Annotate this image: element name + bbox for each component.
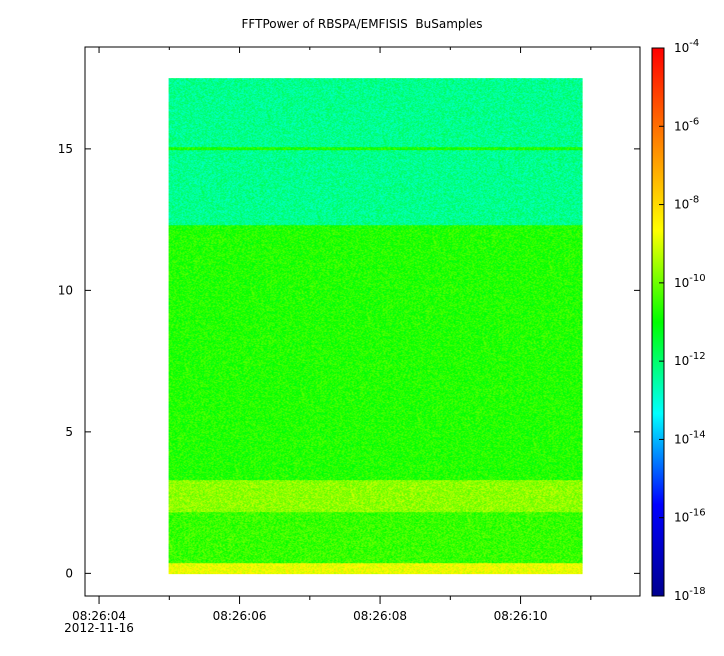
- colorbar: 10-4 10-6 10-8 10-10 10-12 10-14 10-16 10-18: [651, 38, 706, 603]
- colorbar-gradient: [651, 47, 665, 597]
- colorbar-tick-label: 10-6: [674, 116, 699, 133]
- chart-title: FFTPower of RBSPA/EMFISIS BuSamples: [241, 17, 483, 31]
- spectrogram-heatmap: [168, 78, 583, 575]
- colorbar-tick-label: 10-12: [674, 351, 706, 368]
- y-tick-label: 10: [58, 283, 73, 297]
- x-tick-label: 08:26:04: [72, 609, 126, 623]
- x-tick-label: 08:26:10: [494, 609, 548, 623]
- colorbar-tick-label: 10-8: [674, 195, 699, 212]
- colorbar-tick-label: 10-14: [674, 429, 706, 446]
- colorbar-tick-label: 10-4: [674, 38, 699, 55]
- y-axis: 0 5 10 15: [58, 142, 640, 580]
- x-tick-label: 08:26:08: [353, 609, 407, 623]
- plot-frame: [84, 46, 641, 597]
- spectrogram-image: [168, 78, 583, 575]
- x-tick-sublabel: 2012-11-16: [64, 621, 134, 635]
- colorbar-tick-label: 10-10: [674, 273, 706, 290]
- y-tick-label: 15: [58, 142, 73, 156]
- y-tick-label: 0: [65, 566, 73, 580]
- y-tick-label: 5: [65, 425, 73, 439]
- colorbar-tick-label: 10-18: [674, 586, 706, 603]
- colorbar-tick-label: 10-16: [674, 508, 706, 525]
- x-tick-label: 08:26:06: [213, 609, 267, 623]
